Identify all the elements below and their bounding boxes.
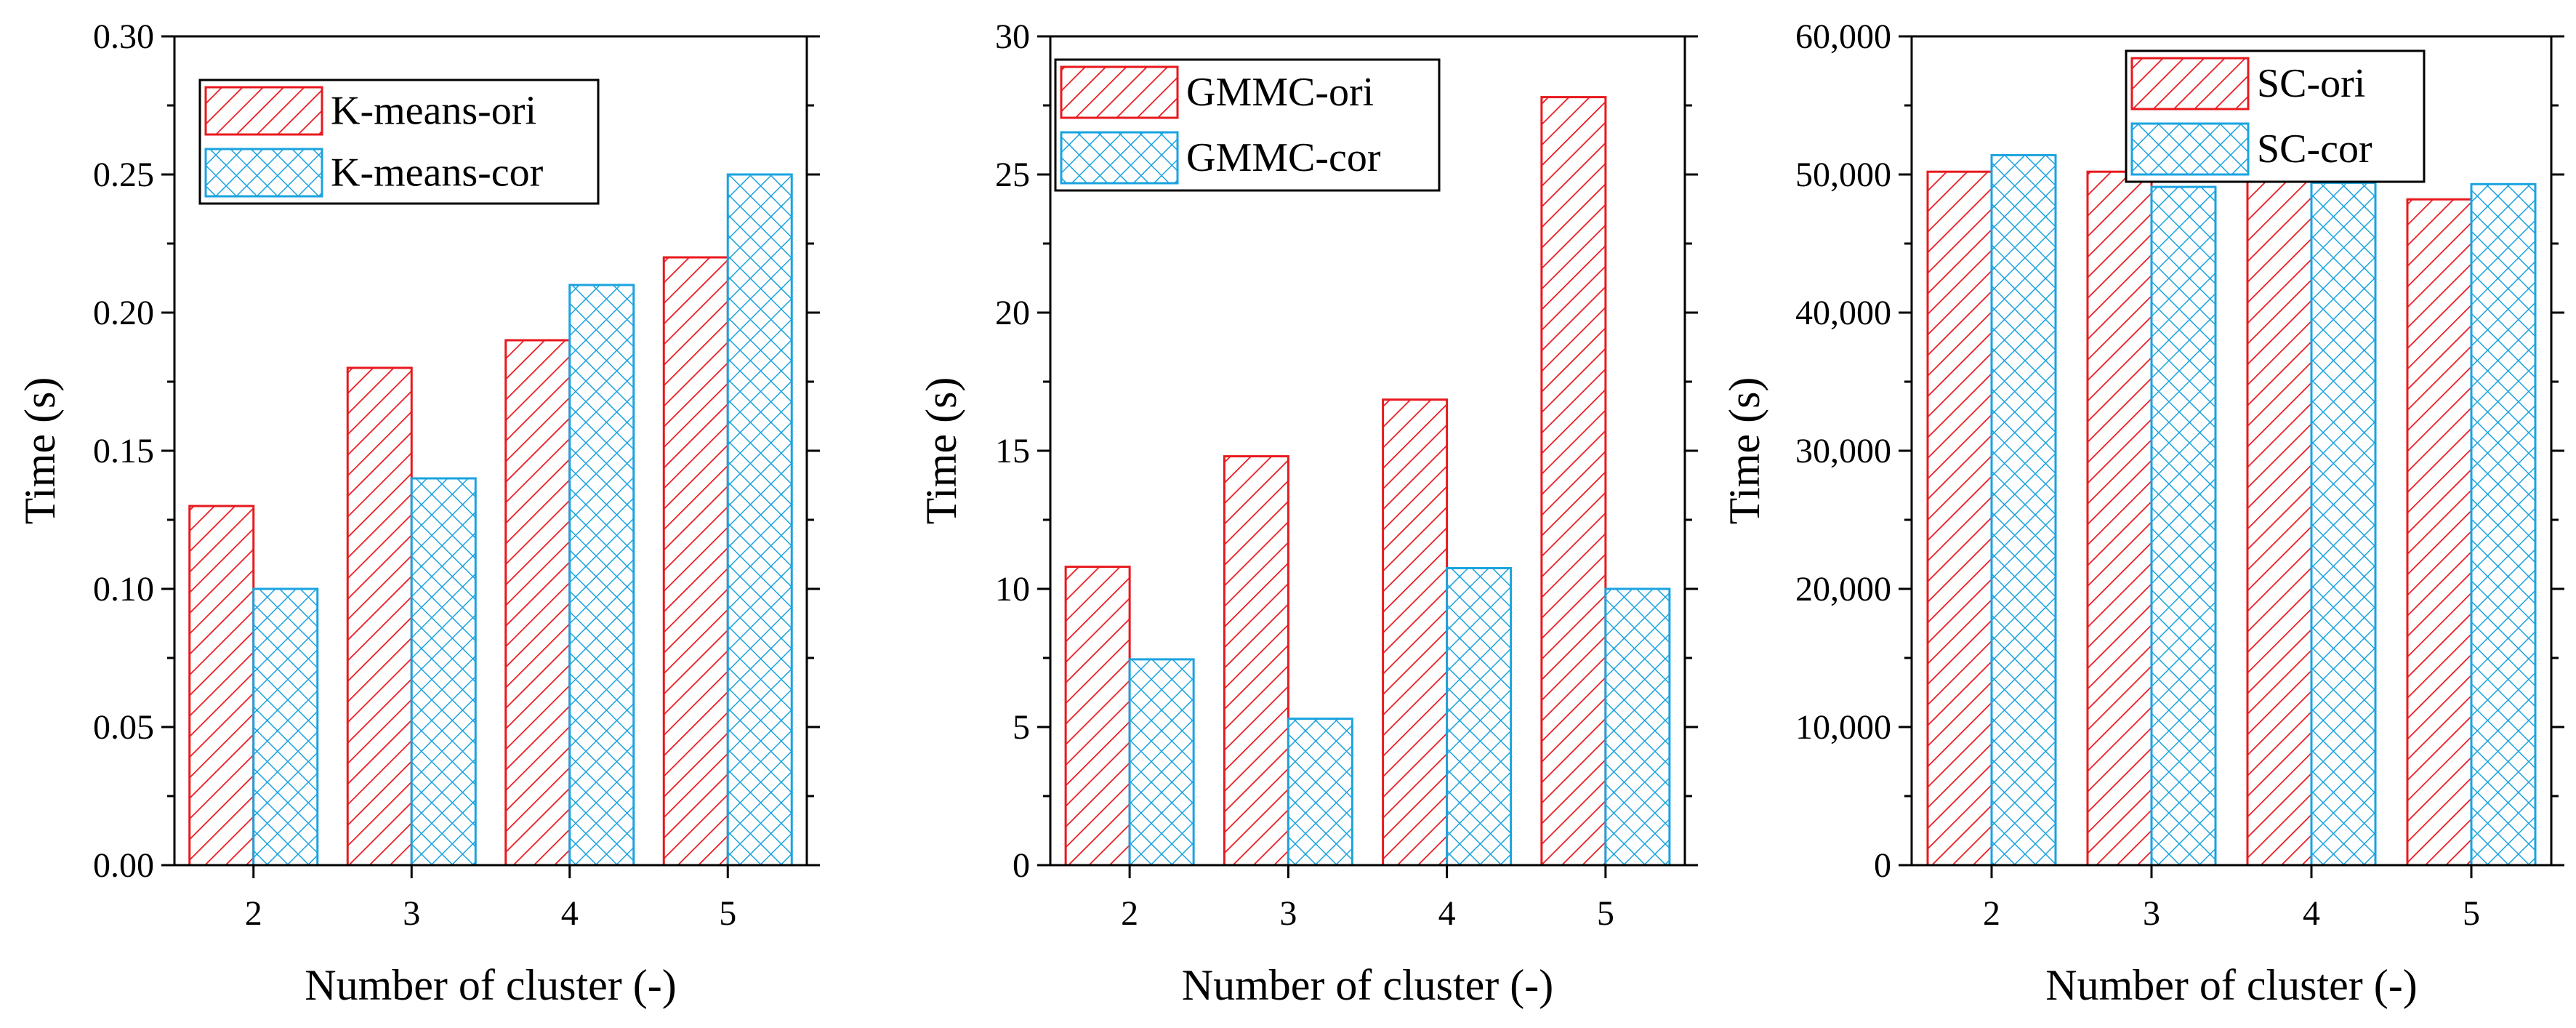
y-tick-label: 0.20 xyxy=(93,294,154,332)
bar-sc-cor-4 xyxy=(2310,181,2377,867)
x-tick-label: 3 xyxy=(403,894,420,933)
x-axis-title: Number of cluster (-) xyxy=(305,961,676,1009)
bar-k-means-ori-4 xyxy=(504,339,571,867)
x-axis-title: Number of cluster (-) xyxy=(1182,961,1553,1009)
y-tick-label: 0 xyxy=(1013,846,1030,885)
y-tick-label: 0.05 xyxy=(93,708,154,747)
bar-k-means-ori-5 xyxy=(662,256,729,867)
legend-label-k-means-ori: K-means-ori xyxy=(331,89,536,134)
legend-label-gmmc-ori: GMMC-ori xyxy=(1186,70,1374,115)
x-tick-label: 4 xyxy=(561,894,579,933)
bar-sc-ori-3 xyxy=(2086,170,2153,867)
bar-gmmc-cor-3 xyxy=(1287,718,1353,867)
x-tick-label: 4 xyxy=(1438,894,1456,933)
legend-swatch-sc-cor xyxy=(2130,122,2250,176)
x-tick-label: 3 xyxy=(1279,894,1297,933)
y-tick-label: 20 xyxy=(995,294,1030,332)
legend: GMMC-ori GMMC-cor xyxy=(1054,58,1441,192)
y-axis-title: Time (s) xyxy=(16,377,64,525)
bar-sc-cor-5 xyxy=(2470,182,2537,867)
bar-k-means-cor-5 xyxy=(726,173,793,867)
y-axis-title: Time (s) xyxy=(1720,377,1768,525)
bar-k-means-cor-3 xyxy=(410,477,477,867)
x-tick-label: 3 xyxy=(2143,894,2160,933)
x-tick-label: 2 xyxy=(1983,894,2000,933)
legend: K-means-ori K-means-cor xyxy=(198,79,600,205)
legend-label-sc-ori: SC-ori xyxy=(2257,61,2365,106)
legend-label-gmmc-cor: GMMC-cor xyxy=(1186,135,1381,180)
y-tick-label: 0 xyxy=(1874,846,1891,885)
y-tick-label: 30 xyxy=(995,17,1030,56)
y-tick-label: 0.15 xyxy=(93,432,154,470)
bar-gmmc-cor-5 xyxy=(1604,587,1671,867)
bar-sc-ori-5 xyxy=(2406,198,2473,867)
bar-k-means-cor-2 xyxy=(252,587,319,867)
bar-gmmc-cor-4 xyxy=(1446,567,1513,867)
legend-label-sc-cor: SC-cor xyxy=(2257,127,2372,172)
bar-sc-ori-2 xyxy=(1926,170,1993,867)
x-axis-title: Number of cluster (-) xyxy=(2045,961,2417,1009)
y-tick-label: 10,000 xyxy=(1795,708,1891,747)
y-tick-label: 50,000 xyxy=(1795,156,1891,194)
y-tick-label: 10 xyxy=(995,570,1030,609)
y-tick-label: 60,000 xyxy=(1795,17,1891,56)
x-tick-label: 2 xyxy=(245,894,262,933)
chart-kmeans: 0.00 0.05 0.10 0.15 0.20 0.25 0.30 2 3 4 5 Number o… xyxy=(16,17,820,1009)
y-tick-label: 25 xyxy=(995,156,1030,194)
chart-sc: 0 10,000 20,000 30,000 40,000 50,000 60,000 2 3 4… xyxy=(1720,17,2564,1009)
y-tick-label: 15 xyxy=(995,432,1030,470)
bar-k-means-ori-2 xyxy=(188,505,255,867)
x-tick-label: 5 xyxy=(1597,894,1614,933)
legend-swatch-k-means-ori xyxy=(204,86,323,136)
y-tick-label: 0.00 xyxy=(93,846,154,885)
legend-label-k-means-cor: K-means-cor xyxy=(331,150,544,196)
x-tick-label: 5 xyxy=(2463,894,2480,933)
legend-swatch-k-means-cor xyxy=(204,148,323,198)
legend-swatch-gmmc-cor xyxy=(1060,131,1179,185)
bar-gmmc-cor-2 xyxy=(1128,658,1195,867)
y-tick-label: 0.30 xyxy=(93,17,154,56)
y-axis-title: Time (s) xyxy=(917,377,965,525)
bar-gmmc-ori-3 xyxy=(1223,455,1289,867)
bar-k-means-ori-3 xyxy=(346,366,413,867)
y-tick-label: 20,000 xyxy=(1795,570,1891,609)
y-tick-label: 0.25 xyxy=(93,156,154,194)
x-tick-label: 4 xyxy=(2303,894,2320,933)
y-tick-label: 30,000 xyxy=(1795,432,1891,470)
x-tick-label: 5 xyxy=(719,894,736,933)
y-tick-label: 40,000 xyxy=(1795,294,1891,332)
bar-gmmc-ori-2 xyxy=(1064,566,1131,867)
legend: SC-ori SC-cor xyxy=(2125,49,2426,183)
legend-swatch-sc-ori xyxy=(2130,57,2250,111)
bar-sc-cor-2 xyxy=(1990,153,2057,867)
x-tick-label: 2 xyxy=(1121,894,1138,933)
legend-swatch-gmmc-ori xyxy=(1060,65,1179,119)
bar-sc-ori-4 xyxy=(2246,179,2313,867)
y-tick-label: 0.10 xyxy=(93,570,154,609)
bar-k-means-cor-4 xyxy=(568,284,635,867)
bar-gmmc-ori-5 xyxy=(1540,96,1607,867)
y-tick-label: 5 xyxy=(1013,708,1030,747)
bar-sc-cor-3 xyxy=(2150,185,2217,867)
bar-gmmc-ori-4 xyxy=(1382,398,1449,867)
chart-gmmc: 0 5 10 15 20 25 30 2 3 4 5 Number of cluster (-) Tim… xyxy=(917,17,1698,1009)
